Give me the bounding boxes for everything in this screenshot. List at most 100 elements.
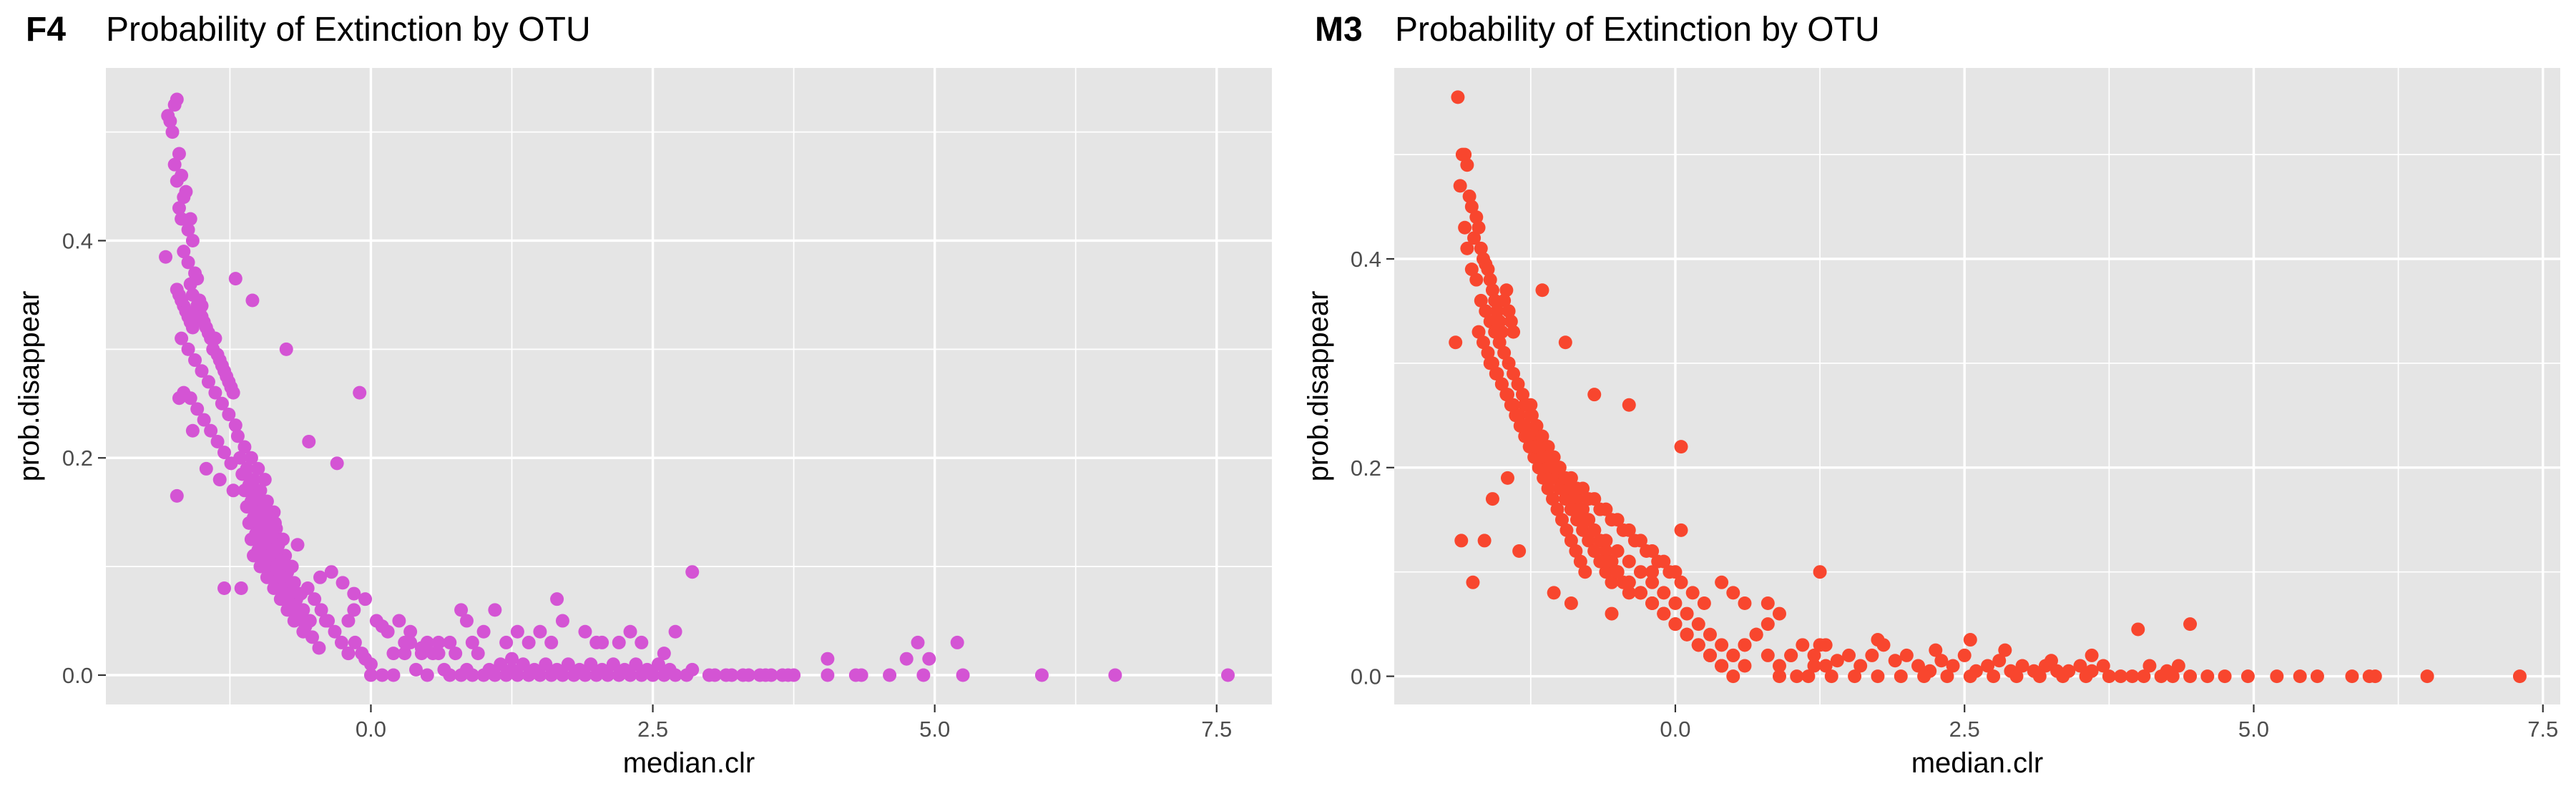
data-point (1715, 659, 1729, 673)
data-point (1547, 461, 1561, 475)
data-point (1726, 586, 1740, 600)
data-point (347, 586, 361, 601)
data-point (273, 592, 288, 606)
data-point (1622, 586, 1636, 600)
data-point (1554, 513, 1569, 527)
data-point (443, 635, 457, 649)
data-point (217, 446, 232, 460)
data-point (617, 662, 632, 677)
data-point (1494, 377, 1509, 391)
data-point (1221, 668, 1235, 682)
data-point (1813, 565, 1827, 579)
data-point (781, 668, 795, 682)
data-point (1477, 534, 1492, 548)
data-point (1633, 565, 1647, 579)
data-point (1865, 648, 1879, 662)
data-point (1512, 408, 1527, 423)
data-point (1462, 189, 1476, 203)
data-point (1616, 523, 1630, 537)
data-point (1512, 544, 1527, 559)
y-tick-label: 0.2 (1351, 456, 1381, 481)
data-point (1824, 669, 1838, 684)
data-point (1582, 534, 1596, 548)
data-point (465, 635, 479, 649)
data-point (1474, 241, 1488, 255)
data-point (449, 647, 463, 661)
y-tick-label: 0.4 (62, 228, 93, 253)
data-point (1818, 659, 1833, 673)
y-tick-label: 0.0 (1351, 664, 1381, 689)
data-point (2032, 669, 2047, 684)
data-point (1471, 220, 1486, 235)
data-point (516, 657, 530, 672)
data-point (242, 516, 256, 530)
data-point (386, 647, 401, 661)
data-point (1703, 648, 1717, 662)
data-point (1518, 418, 1532, 433)
data-point (247, 549, 261, 563)
data-point (163, 114, 177, 128)
data-point (312, 641, 326, 655)
data-point (1651, 554, 1665, 569)
data-point (1541, 481, 1555, 496)
data-point (1490, 304, 1504, 318)
data-point (1467, 231, 1482, 245)
data-point (1871, 669, 1885, 684)
data-point (527, 662, 542, 677)
data-point (1558, 335, 1572, 350)
data-point (1627, 534, 1642, 548)
data-point (1784, 648, 1798, 662)
data-point (185, 233, 200, 247)
data-point (1645, 596, 1660, 610)
data-point (651, 657, 665, 672)
data-point (172, 147, 186, 161)
data-point (2096, 659, 2110, 673)
data-point (244, 532, 258, 546)
data-point (188, 353, 202, 368)
data-point (1485, 492, 1499, 506)
data-point (482, 662, 496, 677)
data-point (521, 635, 536, 649)
data-point (181, 222, 195, 237)
data-point (1853, 659, 1868, 673)
data-point (1871, 633, 1885, 647)
data-point (237, 440, 252, 454)
data-point (208, 331, 222, 345)
data-point (758, 668, 773, 682)
data-point (561, 657, 575, 672)
x-tick-label: 5.0 (919, 717, 950, 742)
data-point (1610, 565, 1625, 579)
data-point (177, 245, 191, 259)
data-point (1547, 586, 1561, 600)
data-point (550, 662, 564, 677)
data-point (2270, 669, 2284, 684)
data-point (1605, 606, 1619, 621)
data-point (2079, 669, 2093, 684)
data-point (268, 516, 282, 530)
data-point (237, 483, 252, 498)
data-point (1458, 220, 1472, 235)
data-point (287, 614, 301, 628)
data-point (1479, 304, 1493, 318)
data-point (334, 635, 348, 649)
plot-area (1394, 68, 2560, 704)
data-point (1547, 471, 1561, 485)
data-point (363, 657, 378, 672)
gridlines (106, 68, 1272, 704)
data-point (1633, 586, 1647, 600)
data-point (1535, 283, 1549, 298)
data-point (348, 635, 362, 649)
data-point (719, 668, 733, 682)
data-point (1987, 669, 2001, 684)
y-tick-label: 0.4 (1351, 247, 1381, 272)
data-point (2142, 659, 2157, 673)
data-point (1511, 377, 1525, 391)
data-point (314, 603, 328, 617)
data-point (606, 657, 620, 672)
data-point (1502, 304, 1516, 318)
data-point (2015, 659, 2029, 673)
data-point (1535, 429, 1549, 443)
data-point (1899, 648, 1914, 662)
data-point (544, 635, 559, 649)
data-point (1576, 502, 1590, 516)
